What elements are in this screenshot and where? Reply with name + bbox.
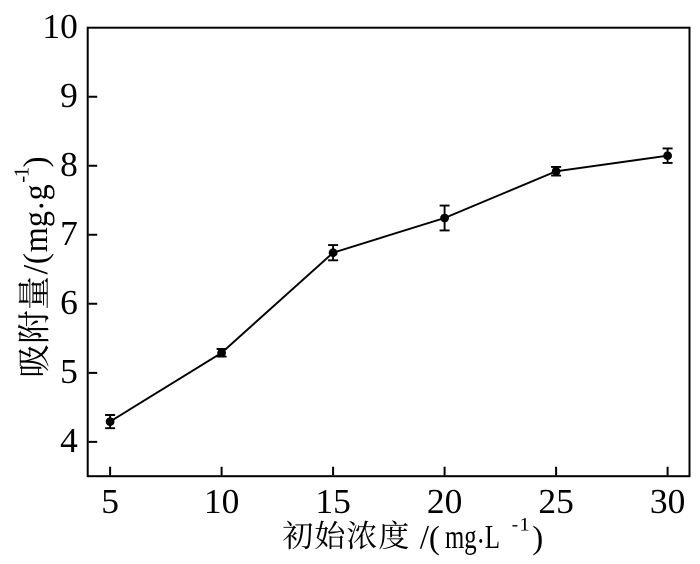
svg-text:/: / (420, 519, 430, 556)
svg-text:mg·L: mg·L (445, 520, 500, 560)
svg-text:1: 1 (9, 167, 33, 178)
svg-text:10: 10 (42, 6, 77, 46)
svg-text:(: ( (18, 253, 55, 264)
svg-text:-: - (512, 514, 518, 535)
svg-text:4: 4 (60, 420, 78, 460)
svg-text:10: 10 (204, 481, 239, 521)
svg-text:): ) (532, 520, 543, 556)
svg-text:25: 25 (538, 481, 573, 521)
svg-text:1: 1 (519, 514, 529, 535)
svg-text:/: / (16, 265, 55, 275)
svg-text:6: 6 (60, 282, 78, 322)
svg-text:30: 30 (650, 481, 685, 521)
svg-text:mg·g: mg·g (17, 184, 62, 252)
svg-text:5: 5 (101, 481, 119, 521)
svg-text:15: 15 (315, 481, 350, 521)
svg-text:): ) (18, 156, 55, 167)
svg-text:5: 5 (60, 351, 78, 391)
svg-text:9: 9 (60, 75, 78, 115)
svg-text:-: - (9, 176, 33, 183)
svg-text:7: 7 (60, 213, 78, 253)
svg-text:20: 20 (427, 481, 462, 521)
svg-text:8: 8 (60, 144, 78, 184)
svg-text:(: ( (429, 520, 440, 556)
